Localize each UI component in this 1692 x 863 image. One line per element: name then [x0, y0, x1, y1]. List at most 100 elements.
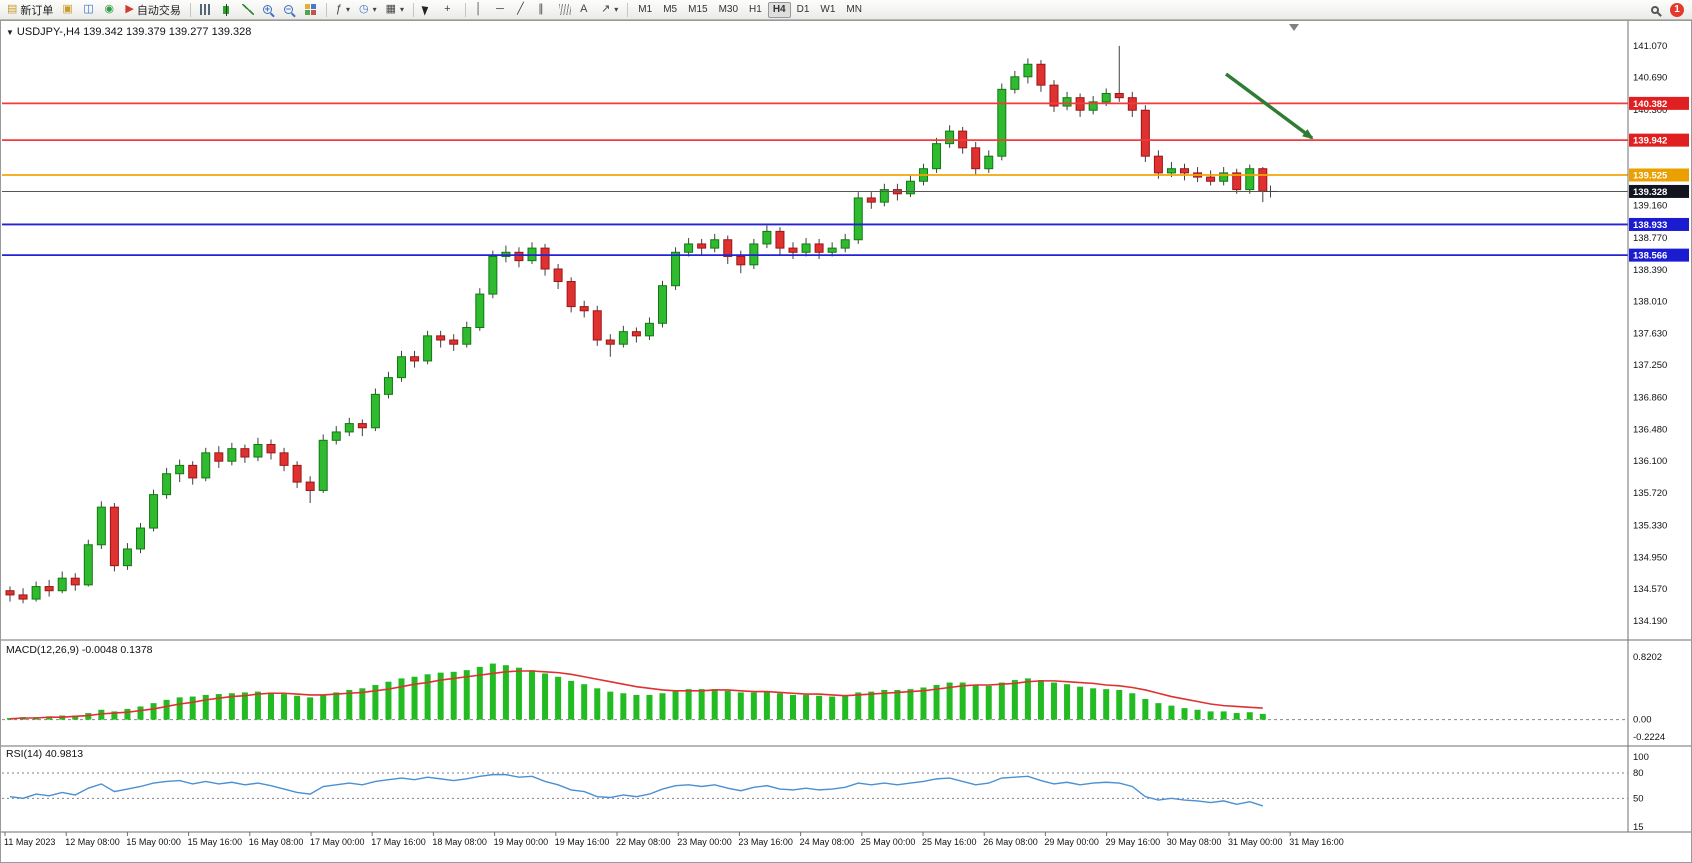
periods-button[interactable]: ◷ ▾ — [355, 1, 381, 19]
candle — [997, 88, 1007, 157]
timeframe-button-h4[interactable]: H4 — [767, 1, 791, 18]
candle — [1062, 97, 1072, 107]
timeframe-button-mn[interactable]: MN — [841, 2, 867, 18]
horizontal-line-button[interactable]: ─ — [492, 1, 512, 19]
new-order-icon: ▤ — [7, 3, 18, 15]
chart-frame — [0, 20, 1692, 863]
price-axis-tick: 135.720 — [1633, 488, 1667, 499]
price-chart-canvas[interactable]: 141.070140.690140.300139.920139.540139.1… — [0, 20, 1692, 863]
profiles-button[interactable]: ◫ — [79, 1, 99, 19]
cursor-button[interactable] — [419, 1, 439, 19]
crosshair-button[interactable]: + — [440, 1, 460, 19]
candle — [1166, 168, 1176, 174]
templates-button[interactable]: ▦ ▾ — [382, 1, 408, 19]
candle — [83, 544, 93, 586]
notification-badge[interactable]: 1 — [1670, 2, 1684, 17]
vertical-line-icon: │ — [475, 3, 482, 15]
rsi-axis-tick: 50 — [1633, 793, 1644, 804]
price-axis-tick: 138.770 — [1633, 233, 1667, 244]
vertical-line-button[interactable]: │ — [471, 1, 491, 19]
candle — [136, 527, 145, 550]
rsi-line — [9, 773, 1264, 807]
new-order-button[interactable]: ▤ 新订单 — [3, 1, 57, 19]
candle — [1180, 168, 1189, 174]
timeframe-button-d1[interactable]: D1 — [792, 2, 815, 18]
candle — [775, 230, 785, 249]
crosshair-icon: + — [444, 3, 451, 15]
text-tool-button[interactable]: A — [576, 1, 596, 19]
timeframe-button-m15[interactable]: M15 — [683, 2, 712, 18]
candlestick-chart-button[interactable] — [217, 1, 237, 19]
price-axis-tick: 137.250 — [1633, 360, 1667, 371]
trend-arrow-annotation[interactable] — [1224, 72, 1314, 140]
macd-bar — [763, 691, 770, 720]
macd-bar — [333, 692, 340, 720]
time-axis-label: 16 May 08:00 — [249, 837, 304, 847]
macd-bar — [85, 713, 92, 720]
macd-bar — [489, 663, 496, 720]
macd-bar — [620, 693, 627, 720]
candle — [1049, 84, 1059, 107]
scroll-shift-marker[interactable] — [1289, 24, 1299, 31]
timeframe-button-m5[interactable]: M5 — [658, 2, 682, 18]
macd-bar — [920, 687, 927, 720]
macd-bar — [476, 666, 483, 720]
macd-bar — [385, 681, 392, 720]
bar-chart-icon — [199, 4, 211, 15]
cascade-windows-icon: ▣ — [62, 3, 73, 15]
timeframe-button-h1[interactable]: H1 — [744, 2, 767, 18]
macd-bar — [1233, 713, 1240, 720]
charts-cascade-button[interactable]: ▣ — [58, 1, 78, 19]
timeframe-button-m30[interactable]: M30 — [714, 2, 743, 18]
macd-bar — [776, 693, 783, 720]
macd-bar — [241, 692, 248, 720]
fibonacci-button[interactable] — [555, 1, 575, 19]
symbol-info[interactable]: ▼ USDJPY-,H4 139.342 139.379 139.277 139.… — [6, 26, 251, 39]
macd-bar — [1129, 693, 1136, 720]
time-axis-label: 12 May 08:00 — [65, 837, 120, 847]
macd-bar — [1246, 712, 1253, 720]
candle — [553, 268, 563, 283]
price-axis-tick: 136.100 — [1633, 456, 1667, 467]
candle — [618, 331, 628, 345]
line-chart-button[interactable] — [238, 1, 258, 19]
candle — [1088, 101, 1098, 111]
candle — [879, 189, 889, 203]
metaquotes-button[interactable]: ◉ — [100, 1, 120, 19]
timeframe-button-m1[interactable]: M1 — [633, 2, 657, 18]
candle — [710, 239, 720, 249]
symbol-dropdown-icon[interactable]: ▼ — [6, 28, 14, 37]
macd-bar — [659, 693, 666, 720]
price-badge-label: 138.566 — [1633, 251, 1667, 262]
profiles-icon: ◫ — [83, 3, 94, 15]
auto-trading-button[interactable]: ▶ 自动交易 — [121, 1, 184, 19]
price-axis-tick: 141.070 — [1633, 41, 1667, 52]
horizontal-line-icon: ─ — [496, 3, 504, 15]
macd-bar — [985, 685, 992, 720]
timeframe-button-w1[interactable]: W1 — [815, 2, 840, 18]
zoom-in-button[interactable]: + — [259, 1, 279, 19]
macd-bar — [1103, 689, 1110, 720]
time-axis-label: 19 May 00:00 — [494, 837, 549, 847]
price-axis-tick: 137.630 — [1633, 328, 1667, 339]
macd-bar — [633, 694, 640, 720]
channel-button[interactable]: ∥ — [534, 1, 554, 19]
macd-bar — [529, 670, 535, 720]
macd-bar — [946, 682, 953, 720]
candle — [671, 251, 681, 287]
indicators-button[interactable]: ƒ ▾ — [332, 1, 354, 19]
arrows-tool-button[interactable]: ↗ ▾ — [597, 1, 622, 19]
candle — [318, 439, 328, 491]
trendline-button[interactable]: ╱ — [513, 1, 533, 19]
candle — [736, 255, 746, 266]
bar-chart-button[interactable] — [196, 1, 216, 19]
candle — [122, 548, 132, 567]
search-button[interactable] — [1647, 1, 1667, 19]
macd-bar — [698, 689, 705, 720]
tile-windows-button[interactable] — [301, 1, 321, 19]
candle — [462, 326, 472, 345]
macd-bar — [98, 709, 105, 720]
macd-bar — [1259, 713, 1266, 720]
price-badge-label: 139.942 — [1633, 136, 1667, 147]
zoom-out-button[interactable]: − — [280, 1, 300, 19]
